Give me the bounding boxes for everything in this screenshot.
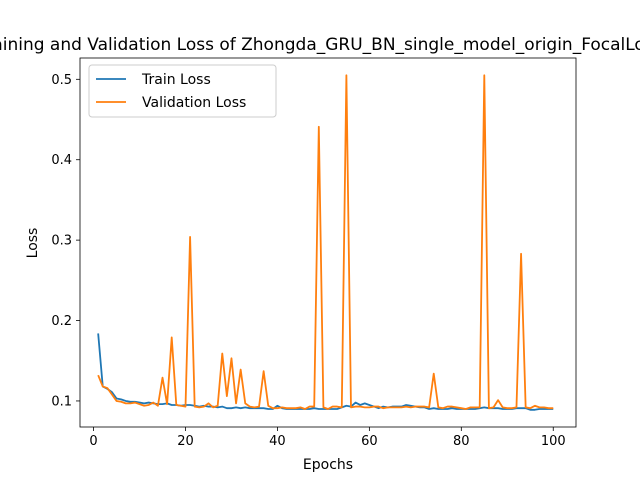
x-tick-label: 100 [541, 434, 566, 449]
legend-label-train: Train Loss [141, 72, 211, 88]
y-tick-label: 0.4 [51, 153, 72, 168]
y-tick-label: 0.3 [51, 234, 72, 249]
x-tick-label: 0 [89, 434, 97, 449]
x-tick-label: 60 [361, 434, 378, 449]
y-tick-label: 0.1 [51, 394, 72, 409]
y-axis-ticks: 0.1 0.2 0.3 0.4 0.5 [51, 73, 80, 409]
axes-frame [79, 57, 577, 428]
x-tick-label: 80 [453, 434, 470, 449]
legend-box [88, 64, 277, 118]
legend-label-validation: Validation Loss [142, 95, 246, 111]
chart-title: Training and Validation Loss of Zhongda_… [0, 35, 640, 55]
series-line-validation-loss [97, 74, 554, 410]
y-tick-label: 0.2 [51, 314, 72, 329]
x-tick-label: 20 [177, 434, 194, 449]
plot-lines [97, 74, 554, 411]
x-axis-label: Epochs [303, 457, 353, 473]
x-axis-ticks: 0 20 40 60 80 100 [89, 427, 566, 449]
y-tick-label: 0.5 [51, 73, 72, 88]
legend: Train Loss Validation Loss [88, 64, 277, 118]
x-tick-label: 40 [269, 434, 286, 449]
y-axis-label: Loss [25, 228, 41, 259]
